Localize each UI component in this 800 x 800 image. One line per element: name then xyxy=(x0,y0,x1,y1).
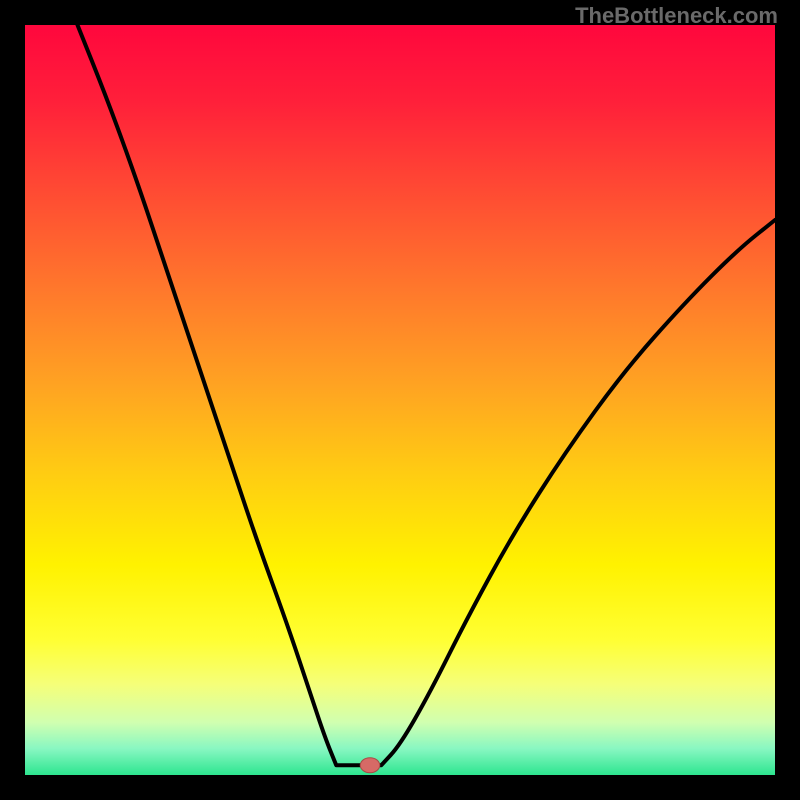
gradient-background xyxy=(25,25,775,775)
chart-frame: TheBottleneck.com xyxy=(0,0,800,800)
plot-svg xyxy=(25,25,775,775)
minimum-marker xyxy=(360,758,380,773)
plot-area xyxy=(25,25,775,775)
